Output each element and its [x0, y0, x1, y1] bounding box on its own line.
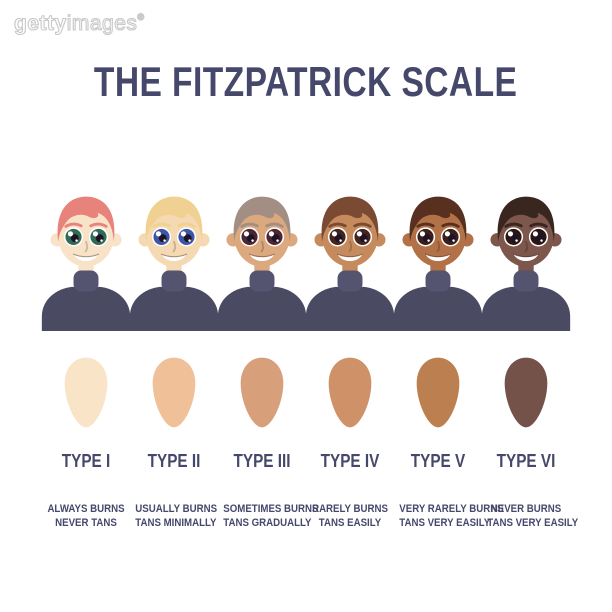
skin-tone-drop-icon [328, 357, 372, 428]
avatar-type-v [392, 187, 484, 337]
skin-tone-drop-icon [416, 357, 460, 428]
male-avatar-icon [216, 195, 308, 333]
type-description: USUALLY BURNS TANS MINIMALLY [135, 503, 218, 529]
male-avatar-icon [392, 195, 484, 333]
avatar-type-ii [128, 187, 220, 337]
avatars-row [40, 187, 572, 337]
skin-tone-drop-icon [240, 357, 284, 428]
type-label: TYPE VI [496, 451, 556, 471]
male-avatar-icon [40, 195, 132, 333]
swatch-type-v [394, 356, 482, 436]
type-description: VERY RARELY BURNS TANS VERY EASILY [399, 503, 504, 529]
swatches-row [42, 356, 570, 436]
skin-tone-drop-icon [504, 357, 548, 428]
skin-tone-drop-icon [64, 357, 108, 428]
type-label: TYPE I [61, 451, 111, 471]
avatar-type-iii [216, 187, 308, 337]
type-label: TYPE II [147, 451, 201, 471]
type-label: TYPE III [233, 451, 291, 471]
registered-mark: ® [137, 11, 145, 22]
male-avatar-icon [128, 195, 220, 333]
gettyimages-watermark: gettyimages® [13, 11, 145, 36]
type-labels-row: TYPE I TYPE II TYPE III TYPE IV TYPE V T… [42, 451, 570, 472]
type-label: TYPE V [410, 451, 466, 471]
swatch-type-i [42, 356, 130, 436]
descriptions-row: ALWAYS BURNS NEVER TANS USUALLY BURNS TANS… [42, 502, 579, 530]
type-description: NEVER BURNS TANS VERY EASILY [487, 503, 579, 529]
male-avatar-icon [304, 195, 396, 333]
swatch-type-iii [218, 356, 306, 436]
swatch-type-iv [306, 356, 394, 436]
type-description: RARELY BURNS TANS EASILY [312, 503, 388, 529]
page-title: THE FITZPATRICK SCALE [94, 58, 518, 105]
avatar-type-vi [480, 187, 572, 337]
skin-tone-drop-icon [152, 357, 196, 428]
type-description: SOMETIMES BURNS TANS GRADUALLY [223, 503, 319, 529]
watermark-brand-light: images [66, 11, 138, 35]
type-label: TYPE IV [320, 451, 380, 471]
swatch-type-ii [130, 356, 218, 436]
swatch-type-vi [482, 356, 570, 436]
avatar-type-iv [304, 187, 396, 337]
type-description: ALWAYS BURNS NEVER TANS [47, 503, 125, 529]
avatar-type-i [40, 187, 132, 337]
male-avatar-icon [480, 195, 572, 333]
watermark-brand-bold: getty [13, 11, 67, 35]
title-row: THE FITZPATRICK SCALE [0, 58, 612, 105]
